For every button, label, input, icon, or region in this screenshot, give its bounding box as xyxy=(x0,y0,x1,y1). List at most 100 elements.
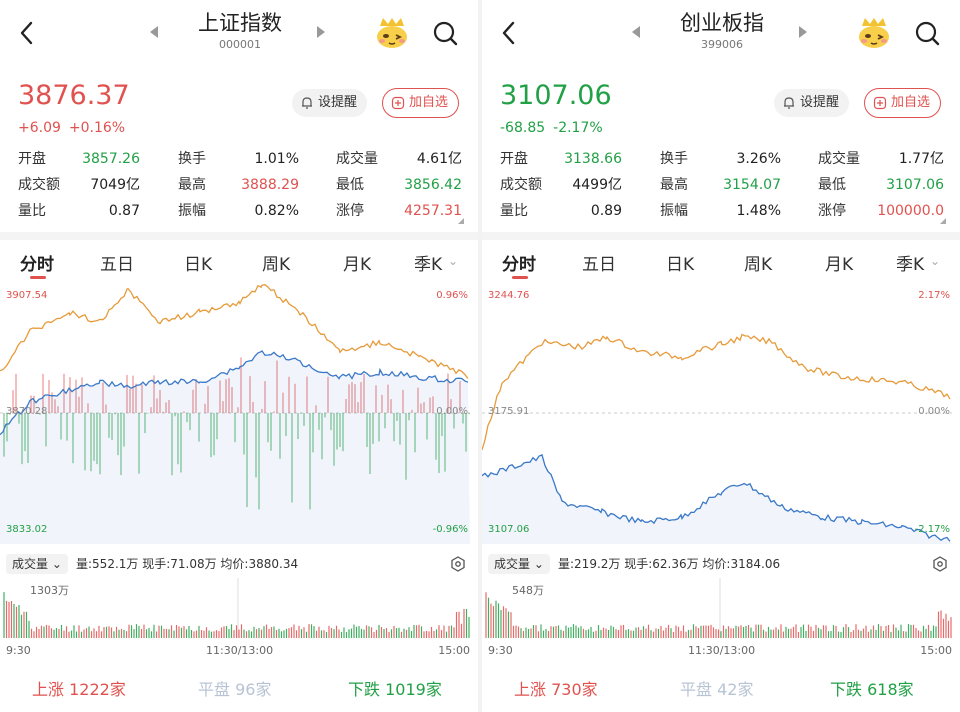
back-arrow-icon[interactable] xyxy=(14,18,40,48)
back-arrow-icon[interactable] xyxy=(496,18,522,48)
search-icon[interactable] xyxy=(914,20,942,48)
stat-label: 量比 xyxy=(500,203,528,219)
time-axis: 9:30 11:30/13:00 15:00 xyxy=(0,642,478,658)
decliners: 下跌 618家 xyxy=(830,676,914,700)
stat-label: 最高 xyxy=(660,177,688,193)
volume-selector[interactable]: 成交量 ⌄ xyxy=(6,554,68,574)
stat-label: 换手 xyxy=(660,151,688,167)
bell-icon xyxy=(302,97,312,109)
stat-label: 振幅 xyxy=(660,203,688,219)
volume-chart-svg xyxy=(3,578,470,638)
set-alert-button[interactable]: 设提醒 xyxy=(292,89,368,117)
gear-icon[interactable] xyxy=(450,556,466,572)
time-close: 15:00 xyxy=(920,644,952,657)
stat-value: 1.77亿 xyxy=(898,151,944,167)
change-value: -68.85 xyxy=(500,120,546,136)
advancers-count: 1222家 xyxy=(69,680,126,699)
stat-value: 7049亿 xyxy=(90,177,140,193)
tab-jik[interactable]: 季K xyxy=(896,255,925,275)
set-alert-label: 设提醒 xyxy=(318,95,358,110)
stat-label: 最低 xyxy=(336,177,364,193)
decliners-label: 下跌 xyxy=(348,680,381,699)
time-open: 9:30 xyxy=(6,644,31,657)
search-icon[interactable] xyxy=(432,20,460,48)
set-alert-button[interactable]: 设提醒 xyxy=(774,89,850,117)
chart-mid-pct: 0.00% xyxy=(436,406,468,417)
prev-index-icon[interactable] xyxy=(150,26,158,38)
market-breadth: 上涨 1222家 平盘 96家 下跌 1019家 xyxy=(0,672,478,706)
tab-wuri[interactable]: 五日 xyxy=(100,255,134,275)
volume-header: 成交量 ⌄ 量:219.2万 现手:62.36万 均价:3184.06 xyxy=(482,548,960,578)
stat-label: 成交额 xyxy=(500,177,542,193)
tab-yuek[interactable]: 月K xyxy=(825,255,854,275)
volume-info: 量:552.1万 现手:71.08万 均价:3880.34 xyxy=(76,557,299,571)
stats-row: 成交额 7049亿 最高 3888.29 最低 3856.42 xyxy=(18,172,462,198)
decliners-count: 618家 xyxy=(867,680,914,699)
tab-rik[interactable]: 日K xyxy=(666,255,695,275)
section-separator xyxy=(482,232,960,240)
change-percent: +0.16% xyxy=(68,120,126,136)
panel-divider xyxy=(478,0,482,712)
tab-yuek[interactable]: 月K xyxy=(343,255,372,275)
unchanged: 平盘 96家 xyxy=(198,676,271,700)
tab-wuri[interactable]: 五日 xyxy=(582,255,616,275)
section-separator xyxy=(0,232,478,240)
stat-value: 3154.07 xyxy=(723,177,781,193)
price-line xyxy=(482,454,951,542)
tab-zhouk[interactable]: 周K xyxy=(744,255,773,275)
stat-label: 最低 xyxy=(818,177,846,193)
tab-fenshi[interactable]: 分时 xyxy=(20,255,54,275)
chevron-down-icon[interactable]: ⌄ xyxy=(930,254,941,268)
expand-corner-icon[interactable] xyxy=(458,218,464,224)
add-watchlist-button[interactable]: 加自选 xyxy=(864,88,942,118)
add-watchlist-label: 加自选 xyxy=(409,95,449,110)
time-close: 15:00 xyxy=(438,644,470,657)
index-panel-000001: 上证指数 000001 3876.37 +6.09 +0.16% 设提醒 xyxy=(0,0,478,712)
stat-value: 3888.29 xyxy=(241,177,299,193)
time-midday: 11:30/13:00 xyxy=(688,644,756,657)
volume-max-label: 548万 xyxy=(512,584,544,597)
market-breadth: 上涨 730家 平盘 42家 下跌 618家 xyxy=(482,672,960,706)
unchanged: 平盘 42家 xyxy=(680,676,753,700)
chart-bottom-pct: -2.17% xyxy=(914,524,950,535)
stat-value: 4499亿 xyxy=(572,177,622,193)
mascot-icon[interactable] xyxy=(374,16,410,50)
stat-value: 1.48% xyxy=(736,203,781,219)
volume-header: 成交量 ⌄ 量:552.1万 现手:71.08万 均价:3880.34 xyxy=(0,548,478,578)
chart-mid-price: 3175.91 xyxy=(488,406,530,417)
tab-zhouk[interactable]: 周K xyxy=(262,255,291,275)
stat-label: 振幅 xyxy=(178,203,206,219)
next-index-icon[interactable] xyxy=(317,26,325,38)
volume-max-label: 1303万 xyxy=(30,584,69,597)
stats-grid: 开盘 3857.26 换手 1.01% 成交量 4.61亿 成交额 7049亿 最高 3888.2… xyxy=(18,146,462,224)
next-index-icon[interactable] xyxy=(799,26,807,38)
current-price: 3107.06 xyxy=(500,80,612,111)
bell-icon xyxy=(784,97,794,109)
expand-corner-icon[interactable] xyxy=(940,218,946,224)
prev-index-icon[interactable] xyxy=(632,26,640,38)
chevron-down-icon[interactable]: ⌄ xyxy=(448,254,459,268)
top-bar: 上证指数 000001 xyxy=(0,0,478,70)
price-area xyxy=(482,454,952,544)
intraday-chart-svg xyxy=(0,284,470,544)
stat-label: 涨停 xyxy=(818,203,846,219)
volume-chart-svg xyxy=(485,578,952,638)
index-panel-399006: 创业板指 399006 3107.06 -68.85 -2.17% 设提醒 xyxy=(482,0,960,712)
chart-mid-price: 3870.28 xyxy=(6,406,48,417)
mascot-icon[interactable] xyxy=(856,16,892,50)
intraday-chart: 3244.76 2.17% 3175.91 0.00% 3107.06 -2.1… xyxy=(482,282,960,544)
time-midday: 11:30/13:00 xyxy=(206,644,274,657)
tab-rik[interactable]: 日K xyxy=(184,255,213,275)
gear-icon[interactable] xyxy=(932,556,948,572)
stat-value: 4.61亿 xyxy=(416,151,462,167)
add-watchlist-button[interactable]: 加自选 xyxy=(382,88,460,118)
volume-selector[interactable]: 成交量 ⌄ xyxy=(488,554,550,574)
volume-chart: 548万 xyxy=(482,578,960,658)
unchanged-label: 平盘 xyxy=(680,680,713,699)
tab-fenshi[interactable]: 分时 xyxy=(502,255,536,275)
tab-jik[interactable]: 季K xyxy=(414,255,443,275)
stat-value: 3856.42 xyxy=(404,177,462,193)
chart-tabs: 分时 五日 日K 周K 月K 季K ⌄ xyxy=(482,242,960,282)
stats-row: 成交额 4499亿 最高 3154.07 最低 3107.06 xyxy=(500,172,944,198)
unchanged-label: 平盘 xyxy=(198,680,231,699)
